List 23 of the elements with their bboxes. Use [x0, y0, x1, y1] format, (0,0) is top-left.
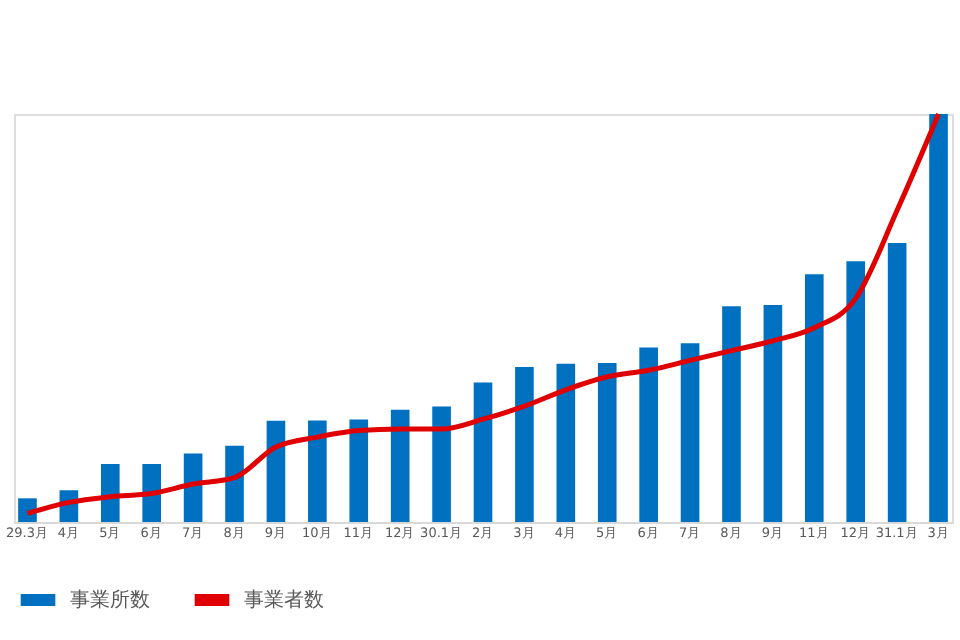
- bar: [515, 366, 534, 522]
- bar: [804, 274, 824, 522]
- bar: [680, 343, 700, 522]
- bar: [266, 420, 286, 522]
- bar: [597, 362, 617, 522]
- bar: [639, 347, 658, 522]
- legend-label: 事業所数: [70, 588, 150, 612]
- bar: [722, 306, 741, 522]
- bar: [473, 382, 493, 522]
- bar: [390, 409, 410, 522]
- legend-label: 事業者数: [244, 588, 324, 612]
- bar: [556, 363, 576, 522]
- bar: [142, 464, 162, 522]
- bar: [432, 406, 451, 522]
- bar: [349, 419, 369, 522]
- bar: [100, 464, 120, 522]
- bar: [308, 420, 327, 522]
- bar: [183, 453, 203, 522]
- bar: [225, 445, 244, 522]
- bar: [763, 304, 783, 522]
- bar: [846, 261, 866, 522]
- bar: [929, 114, 948, 522]
- bar: [887, 242, 907, 522]
